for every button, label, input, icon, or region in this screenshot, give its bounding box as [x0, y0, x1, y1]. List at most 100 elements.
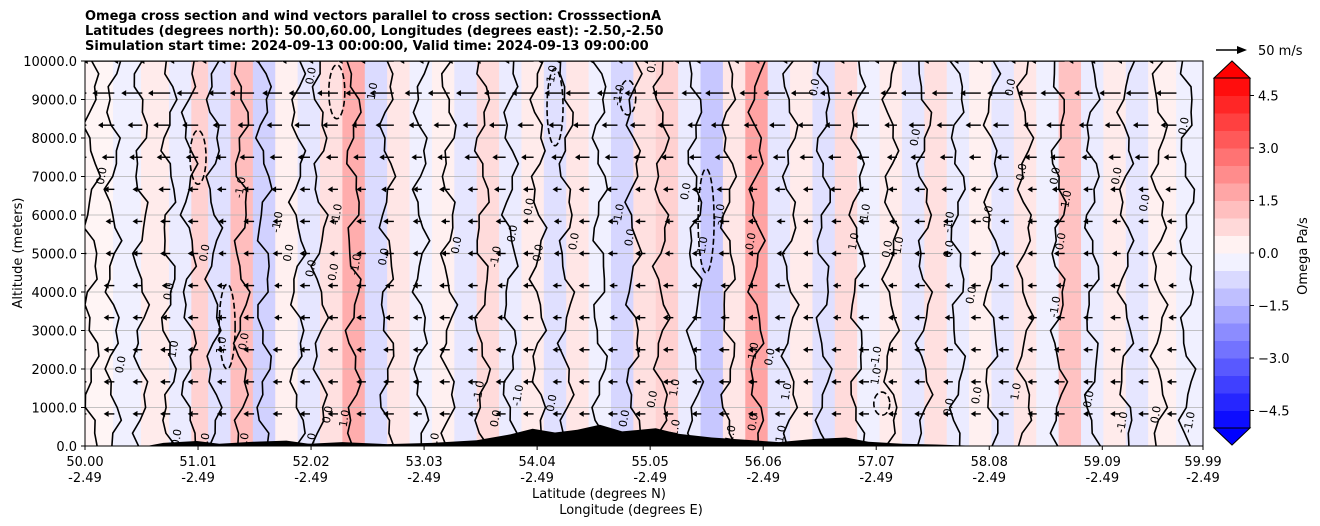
- wind-vector-head: [456, 90, 462, 97]
- contour-label: 1.0: [165, 339, 181, 358]
- wind-vector-head: [262, 90, 268, 97]
- wind-vector-head: [327, 378, 333, 385]
- wind-vector-head: [497, 282, 503, 289]
- y-tick-label: 0.0: [56, 440, 77, 455]
- wind-vector-head: [884, 122, 890, 129]
- wind-vector-head: [522, 186, 528, 193]
- wind-vector-head: [517, 122, 523, 129]
- wind-vector-head: [998, 314, 1004, 321]
- wind-vector-head: [511, 90, 517, 97]
- dashed-contour: [218, 283, 236, 370]
- wind-vector-head: [839, 61, 845, 64]
- contour-label: 0.0: [1053, 232, 1069, 251]
- colorbar-segment: [1214, 305, 1250, 324]
- wind-vector-head: [439, 314, 445, 321]
- wind-vector-head: [548, 122, 554, 129]
- wind-vector-head: [418, 61, 424, 64]
- x-tick-label-lon: -2.49: [633, 471, 667, 486]
- wind-vector-head: [1053, 410, 1059, 417]
- wind-vector-head: [858, 218, 864, 225]
- wind-vector-head: [574, 154, 580, 161]
- wind-vector-head: [553, 250, 559, 257]
- wind-vector-head: [327, 410, 333, 417]
- colorbar-ticks: 4.5 3.0 1.5 0.0 −1.5 −3.0 −4.5: [1250, 90, 1290, 420]
- contour-label: 0.0: [303, 259, 319, 278]
- wind-vector-head: [1027, 314, 1033, 321]
- wind-vector-head: [914, 282, 920, 289]
- x-tick-label-lat: 58.08: [971, 455, 1008, 470]
- wind-vector-head: [763, 90, 769, 97]
- wind-vector-head: [578, 314, 584, 321]
- contour-label: 0.0: [1176, 116, 1192, 135]
- wind-vector-head: [858, 250, 864, 257]
- wind-vector-head: [996, 154, 1002, 161]
- colorbar-tick-label: 0.0: [1258, 247, 1279, 262]
- wind-vector-head: [495, 250, 501, 257]
- wind-vector-head: [544, 90, 550, 97]
- wind-vector-head: [852, 122, 858, 129]
- wind-vector-head: [132, 378, 138, 385]
- wind-vector-head: [522, 378, 528, 385]
- wind-vector-head: [97, 122, 103, 129]
- wind-vector-head: [187, 346, 193, 353]
- y-tick-label: 5000.0: [32, 248, 78, 263]
- wind-vector-head: [1010, 61, 1016, 64]
- wind-vector-head: [404, 90, 410, 97]
- wind-vector-head: [1132, 122, 1138, 129]
- contour-label: 0.0: [1014, 162, 1030, 181]
- wind-vector-head: [774, 410, 780, 417]
- wind-vector-head: [412, 410, 418, 417]
- wind-vector-head: [687, 122, 693, 129]
- contour-label: 0.0: [1003, 78, 1019, 97]
- wind-vector-head: [552, 346, 558, 353]
- wind-vector-head: [914, 410, 920, 417]
- wind-vector-head: [317, 90, 323, 97]
- wind-vector-head: [664, 218, 670, 225]
- contour-label: 0.0: [303, 432, 319, 451]
- wind-vector-head: [1110, 378, 1116, 385]
- wind-vector-head: [856, 154, 862, 161]
- contour-label: 0.0: [980, 205, 996, 224]
- wind-vector-head: [243, 282, 249, 289]
- wind-vector-head: [858, 410, 864, 417]
- wind-vector-head: [218, 218, 224, 225]
- wind-vector-head: [1027, 346, 1033, 353]
- wind-vector-head: [914, 314, 920, 321]
- y-axis-label: Altitude (meters): [11, 198, 26, 309]
- wind-vector-head: [462, 122, 468, 129]
- wind-vector-head: [998, 346, 1004, 353]
- wind-vector-head: [624, 90, 630, 97]
- x-tick-label-lat: 53.03: [405, 455, 442, 470]
- wind-vector-head: [716, 186, 722, 193]
- wind-vector-head: [720, 314, 726, 321]
- wind-vector-head: [965, 122, 971, 129]
- wind-vector-head: [467, 346, 473, 353]
- x-tick-label-lat: 56.06: [745, 455, 782, 470]
- wind-vector-head: [858, 282, 864, 289]
- wind-vector-head: [1138, 378, 1144, 385]
- contour-label: 1.0: [891, 235, 907, 254]
- x-tick-label-lon: -2.49: [520, 471, 554, 486]
- wind-vector-head: [832, 314, 838, 321]
- wind-vector-head: [908, 122, 914, 129]
- wind-vector-head: [160, 378, 166, 385]
- contour-label: 0.0: [530, 243, 546, 262]
- wind-vector-head: [103, 314, 109, 321]
- wind-vector-head: [243, 186, 249, 193]
- contour-label: 1.0: [1008, 382, 1024, 401]
- wind-vector-head: [888, 378, 894, 385]
- x-tick-label-lon: -2.49: [746, 471, 780, 486]
- wind-vector-head: [1134, 154, 1140, 161]
- terrain: [146, 424, 981, 446]
- colorbar-extend-max: [1212, 60, 1252, 79]
- wind-vector-head: [662, 186, 668, 193]
- wind-vector-head: [281, 61, 287, 64]
- wind-vector-head: [858, 186, 864, 193]
- contour-label: -1.0: [487, 245, 504, 268]
- wind-vector-head: [274, 282, 280, 289]
- wind-vector-head: [718, 378, 724, 385]
- wind-vector-head: [132, 186, 138, 193]
- wind-vector-head: [1083, 218, 1089, 225]
- wind-vector-head: [691, 218, 697, 225]
- wind-vector-head: [811, 61, 817, 64]
